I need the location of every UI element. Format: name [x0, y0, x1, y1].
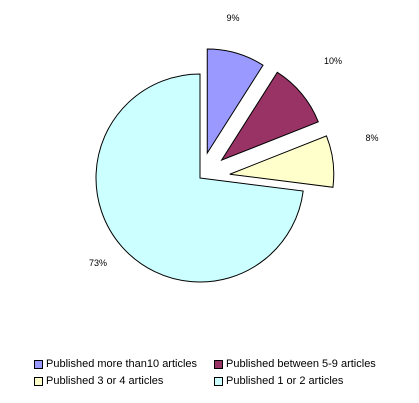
slice-label-2: 8% [365, 133, 378, 143]
pie-slice-2 [229, 135, 335, 188]
pie-slice-3 [95, 73, 304, 283]
slice-label-1: 10% [324, 56, 342, 66]
pie-slice-1 [220, 71, 319, 162]
pie-slice-0 [206, 48, 264, 155]
slice-label-3: 73% [89, 258, 107, 268]
slice-label-0: 9% [226, 13, 239, 23]
